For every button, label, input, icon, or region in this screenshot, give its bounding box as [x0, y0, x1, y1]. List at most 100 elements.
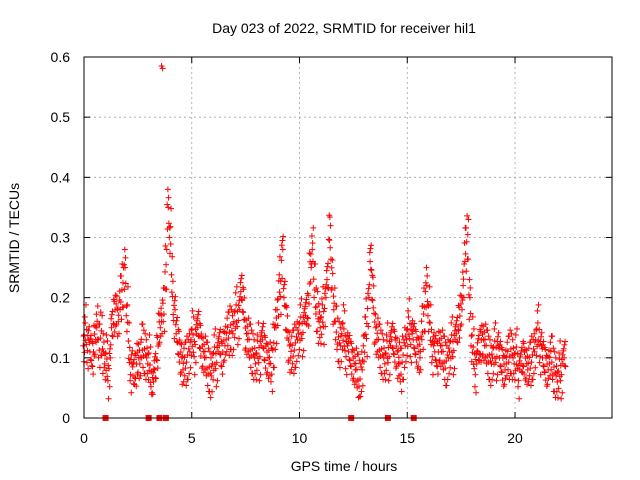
data-point: [171, 297, 178, 304]
data-point: [369, 274, 376, 281]
data-point: [488, 351, 495, 358]
data-point: [103, 331, 110, 338]
data-point: [326, 214, 333, 221]
data-point: [163, 246, 170, 253]
data-point: [167, 250, 174, 257]
data-point: [379, 330, 386, 337]
data-point: [349, 346, 356, 353]
data-point: [332, 336, 339, 343]
data-point: [562, 338, 569, 345]
data-point: [534, 307, 541, 314]
data-point: [149, 391, 156, 398]
data-point: [359, 366, 366, 373]
data-point: [80, 342, 87, 349]
data-point: [191, 371, 198, 378]
x-tick-labels: 0 5 10 15 20: [80, 430, 523, 446]
data-point: [272, 346, 279, 353]
data-point: [363, 335, 370, 342]
data-point: [319, 301, 326, 308]
data-point: [459, 306, 466, 313]
data-point: [298, 295, 305, 302]
data-point: [194, 315, 201, 322]
data-point: [407, 353, 414, 360]
data-point: [277, 311, 284, 318]
data-point: [348, 371, 355, 378]
data-point: [280, 294, 287, 301]
data-point: [362, 313, 369, 320]
data-point: [157, 333, 164, 340]
data-point: [151, 353, 158, 360]
data-point: [276, 289, 283, 296]
data-point: [542, 369, 549, 376]
data-point: [346, 356, 353, 363]
data-point: [303, 296, 310, 303]
data-point: [517, 351, 524, 358]
data-point: [80, 333, 87, 340]
data-point: [103, 356, 110, 363]
data-point: [470, 344, 477, 351]
data-point: [334, 315, 341, 322]
data-point: [240, 309, 247, 316]
data-point: [120, 304, 127, 311]
data-point: [484, 370, 491, 377]
data-point: [536, 359, 543, 366]
y-axis-label: SRMTID / TECUs: [6, 183, 22, 293]
data-point: [209, 388, 216, 395]
y-tick-label: 0.5: [51, 109, 71, 125]
data-point: [235, 302, 242, 309]
data-point: [361, 331, 368, 338]
data-point: [241, 316, 248, 323]
data-point: [321, 341, 328, 348]
data-point: [448, 319, 455, 326]
data-point: [240, 286, 247, 293]
data-point: [245, 315, 252, 322]
data-point: [374, 315, 381, 322]
data-point: [465, 291, 472, 298]
data-point: [456, 334, 463, 341]
data-point: [104, 373, 111, 380]
data-point: [462, 250, 469, 257]
data-point: [198, 334, 205, 341]
data-point: [382, 350, 389, 357]
data-point: [317, 324, 324, 331]
data-point: [130, 359, 137, 366]
data-point: [118, 273, 125, 280]
data-point: [428, 326, 435, 333]
data-point: [409, 330, 416, 337]
data-point: [515, 383, 522, 390]
data-point: [467, 284, 474, 291]
data-point: [494, 371, 501, 378]
data-point: [186, 330, 193, 337]
data-point: [325, 236, 332, 243]
data-point: [333, 329, 340, 336]
data-point: [105, 365, 112, 372]
data-point: [537, 371, 544, 378]
data-point: [231, 308, 238, 315]
data-point: [302, 303, 309, 310]
data-point: [279, 237, 286, 244]
data-point: [239, 308, 246, 315]
data-point: [124, 283, 131, 290]
data-point: [180, 345, 187, 352]
data-point: [540, 363, 547, 370]
data-point: [482, 321, 489, 328]
data-point: [299, 329, 306, 336]
data-point: [487, 382, 494, 389]
data-point: [453, 317, 460, 324]
data-point: [193, 321, 200, 328]
data-point: [139, 321, 146, 328]
data-point: [461, 260, 468, 267]
data-point: [329, 257, 336, 264]
data-point: [131, 356, 138, 363]
data-point: [164, 201, 171, 208]
data-point: [541, 368, 548, 375]
data-point: [235, 317, 242, 324]
data-point: [140, 327, 147, 334]
data-point: [343, 371, 350, 378]
data-point: [157, 324, 164, 331]
data-point: [256, 353, 263, 360]
data-point: [363, 295, 370, 302]
data-point: [274, 322, 281, 329]
data-point: [87, 332, 94, 339]
